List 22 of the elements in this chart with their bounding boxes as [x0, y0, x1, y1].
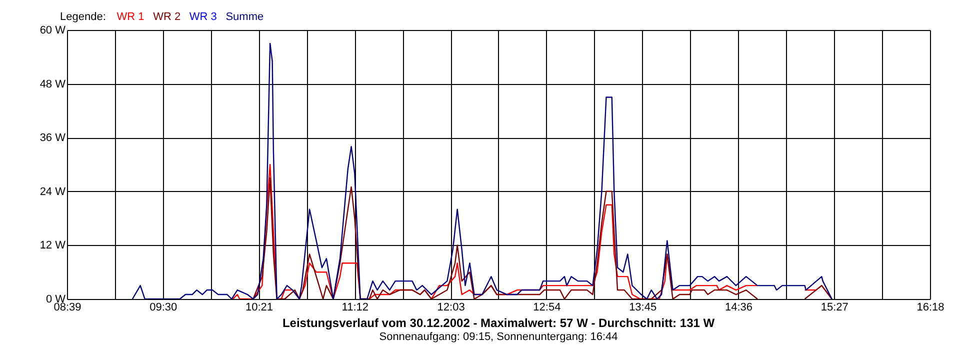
series-label: Summe [226, 11, 264, 23]
x-tick-label: 10:21 [246, 302, 274, 314]
x-tick-label: 13:45 [629, 302, 657, 314]
x-tick-label: 14:36 [724, 302, 752, 314]
text: WR 1 [116, 11, 144, 23]
x-tick-label: 11:12 [342, 302, 369, 314]
x-tick-label: 15:27 [820, 302, 848, 314]
x-tick-label: 09:30 [150, 302, 178, 314]
x-tick-label: 12:03 [437, 302, 465, 314]
text: Leistungsverlauf vom 30.12.2002 - Maximalwert: 57 W - Durchschnitt: 131 W [282, 316, 716, 330]
line-series [132, 42, 832, 299]
y-tick-label: 12 W [40, 240, 66, 252]
y-tick-label: 48 W [40, 78, 66, 90]
x-tick-label: 12:54 [533, 302, 561, 314]
legend-title: Legende: [60, 11, 106, 23]
x-tick-label: 16:18 [916, 302, 944, 314]
y-tick-label: 24 W [40, 186, 66, 198]
legend-label: WR 3 [189, 11, 217, 23]
text: WR 2 [153, 11, 181, 23]
text: Sonnenaufgang: 09:15, Sonnenuntergang: 16:44 [379, 331, 618, 343]
y-tick-label: 36 W [40, 132, 66, 144]
y-tick-label: 60 W [40, 24, 66, 36]
